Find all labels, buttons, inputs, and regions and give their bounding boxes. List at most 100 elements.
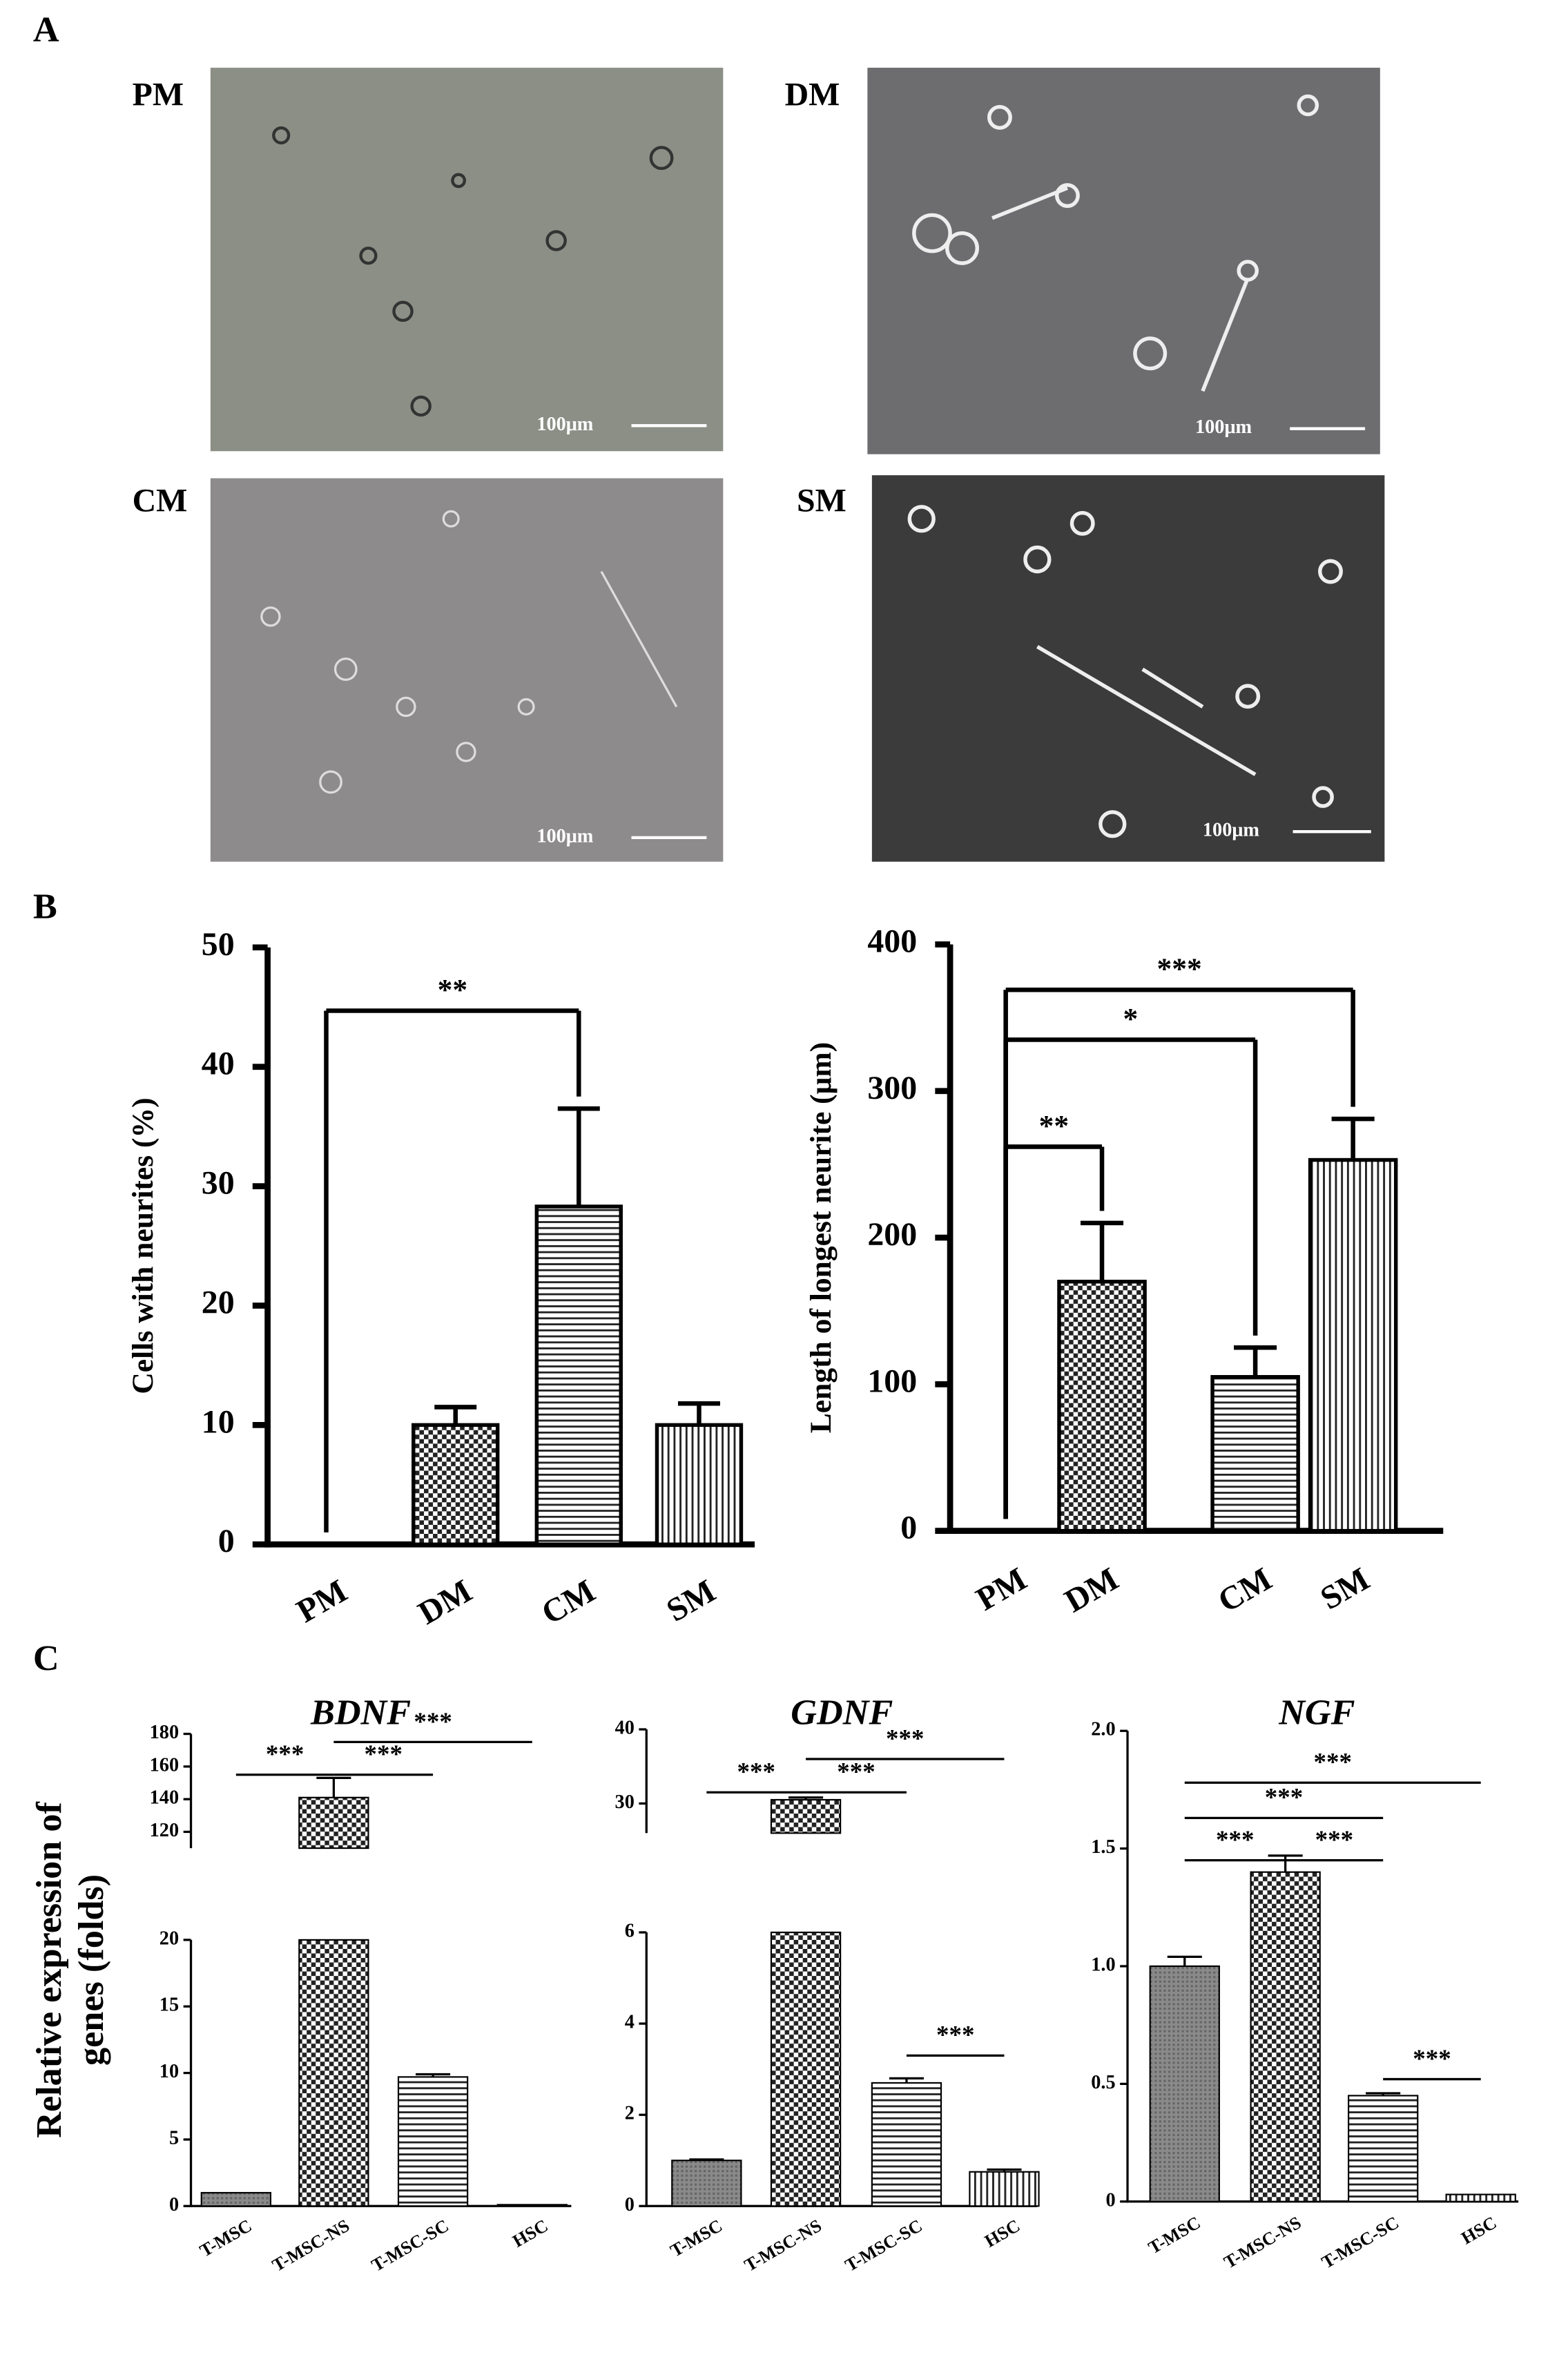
y-tick-label: 140: [150, 1787, 179, 1809]
y-tick-label: 5: [169, 2127, 179, 2149]
y-tick-label: 40: [615, 1718, 635, 1739]
significance-label: ***: [1413, 2045, 1451, 2073]
y-tick-label: 2.0: [1091, 1719, 1115, 1740]
panel-label: B: [33, 886, 57, 926]
image-label: DM: [785, 77, 840, 113]
x-tick-label: HSC: [1458, 2213, 1500, 2249]
y-tick-label: 2: [625, 2103, 635, 2124]
x-tick-label: T-MSC-NS: [1221, 2213, 1305, 2273]
micrograph: [210, 478, 724, 862]
bar: [298, 1796, 369, 1849]
significance-label: ***: [1315, 1826, 1354, 1854]
x-tick-label: PM: [291, 1573, 354, 1630]
micrograph: [871, 475, 1385, 862]
bar: [534, 1204, 623, 1546]
y-tick-label: 400: [867, 923, 917, 959]
image-label: SM: [797, 483, 846, 519]
x-tick-label: HSC: [981, 2216, 1023, 2251]
bar: [1250, 1871, 1321, 2202]
y-tick-label: 20: [202, 1284, 235, 1320]
y-tick-label: 0: [625, 2194, 635, 2216]
bar: [655, 1423, 744, 1546]
chart-title: GDNF: [791, 1692, 893, 1732]
y-tick-label: 0.5: [1091, 2072, 1115, 2093]
scale-bar-label: 100μm: [536, 825, 593, 847]
x-tick-label: T-MSC: [667, 2216, 726, 2261]
bar: [412, 1423, 500, 1546]
x-tick-label: T-MSC-SC: [842, 2216, 926, 2276]
y-tick-label: 160: [150, 1754, 179, 1776]
x-tick-label: DM: [412, 1573, 478, 1632]
y-tick-label: 1.0: [1091, 1954, 1115, 1976]
scale-bar-label: 100μm: [1203, 820, 1259, 841]
y-tick-label: 6: [625, 1921, 635, 1942]
scale-bars: [631, 424, 1371, 840]
significance-label: ***: [364, 1740, 403, 1769]
bar: [770, 1798, 842, 1834]
y-tick-label: 50: [202, 926, 235, 963]
significance-label: ***: [936, 2021, 975, 2050]
bar: [671, 2160, 742, 2207]
y-tick-label: 100: [867, 1363, 917, 1399]
chart-title: BDNF: [310, 1692, 411, 1732]
bar: [1445, 2193, 1516, 2202]
significance-label: ***: [1313, 1749, 1352, 1777]
x-tick-label: HSC: [510, 2216, 552, 2251]
x-tick-label: T-MSC-NS: [269, 2216, 353, 2276]
significance-label: ***: [737, 1758, 775, 1787]
y-tick-label: 180: [150, 1722, 179, 1743]
y-tick-label: 300: [867, 1070, 917, 1106]
x-tick-label: SM: [661, 1573, 722, 1629]
x-tick-label: T-MSC-SC: [1318, 2213, 1402, 2273]
x-tick-label: T-MSC-NS: [741, 2216, 825, 2276]
y-axis-label: Cells with neurites (%): [126, 1097, 159, 1394]
y-tick-label: 0: [1105, 2189, 1115, 2211]
significance-label: **: [1039, 1109, 1069, 1142]
significance-label: ***: [1157, 952, 1202, 986]
micrograph: [210, 68, 724, 452]
bar: [969, 2171, 1040, 2207]
bar: [770, 1931, 842, 2207]
bar: [1210, 1375, 1300, 1533]
bar: [1057, 1280, 1147, 1533]
micrograph: [867, 68, 1380, 454]
y-tick-label: 0: [169, 2194, 179, 2216]
chart-title: NGF: [1278, 1692, 1355, 1732]
y-tick-label: 200: [867, 1216, 917, 1253]
y-tick-label: 0: [900, 1510, 917, 1546]
y-tick-label: 40: [202, 1046, 235, 1082]
x-tick-label: SM: [1315, 1560, 1376, 1617]
scale-bar-label: 100μm: [1195, 416, 1252, 438]
y-tick-label: 1.5: [1091, 1836, 1115, 1858]
x-tick-label: T-MSC-SC: [368, 2216, 452, 2276]
image-label: PM: [133, 77, 184, 113]
panel-label: A: [33, 10, 59, 50]
y-tick-label: 20: [159, 1928, 179, 1949]
y-axis-label: genes (folds): [71, 1874, 111, 2066]
x-tick-label: T-MSC: [1145, 2213, 1203, 2258]
y-tick-label: 0: [218, 1523, 235, 1559]
cells: [272, 126, 674, 417]
bar: [1348, 2095, 1419, 2202]
significance-label: ***: [886, 1724, 925, 1753]
significance-label: ***: [414, 1708, 452, 1736]
y-tick-label: 120: [150, 1820, 179, 1841]
bar: [1149, 1965, 1220, 2202]
y-tick-label: 4: [625, 2012, 635, 2033]
x-tick-label: PM: [970, 1560, 1033, 1617]
scale-bar-label: 100μm: [536, 414, 593, 435]
x-tick-label: DM: [1058, 1560, 1125, 1620]
cells: [260, 510, 678, 794]
panel-label: C: [33, 1638, 59, 1678]
y-tick-label: 30: [202, 1165, 235, 1202]
image-label: CM: [133, 483, 188, 519]
cells: [907, 94, 1343, 838]
y-tick-label: 15: [159, 1995, 179, 2016]
significance-label: ***: [1265, 1784, 1304, 1812]
x-tick-label: CM: [535, 1573, 601, 1632]
y-tick-label: 30: [615, 1791, 635, 1813]
bar: [397, 2076, 469, 2207]
micrographs: PM DM CM SM 100μm 100μm 100μm 100μm: [133, 68, 1385, 862]
bar: [200, 2191, 272, 2207]
